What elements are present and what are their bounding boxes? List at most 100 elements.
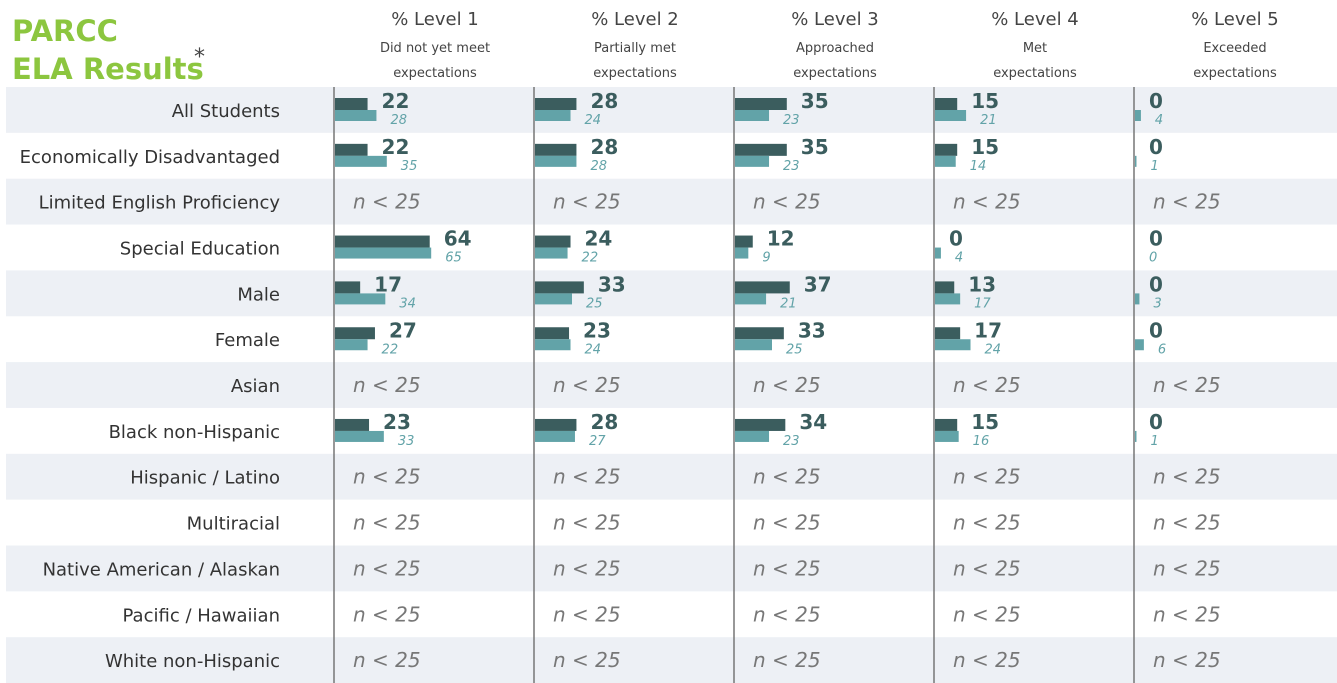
- bar: [335, 327, 375, 340]
- value-label: 0: [1149, 410, 1163, 434]
- compare-label: 28: [390, 113, 407, 128]
- compare-bar: [1135, 339, 1144, 351]
- title-line2: ELA Results: [12, 52, 204, 86]
- compare-bar: [735, 293, 767, 305]
- column-desc: Approached: [796, 41, 874, 56]
- n-note: n < 25: [553, 648, 621, 672]
- title-line1: PARCC: [12, 14, 118, 48]
- value-label: 0: [1149, 272, 1163, 296]
- n-note: n < 25: [353, 648, 421, 672]
- value-label: 15: [971, 135, 999, 159]
- value-label: 28: [590, 89, 618, 113]
- row-label: Multiracial: [187, 514, 280, 535]
- n-note: n < 25: [353, 465, 421, 489]
- compare-bar: [1135, 430, 1137, 442]
- compare-bar: [335, 110, 377, 121]
- n-note: n < 25: [1153, 602, 1221, 626]
- row-label: Black non-Hispanic: [109, 422, 280, 443]
- value-label: 15: [971, 410, 999, 434]
- n-note: n < 25: [953, 465, 1021, 489]
- column-level: % Level 2: [591, 9, 679, 30]
- value-label: 35: [801, 135, 829, 159]
- row-label: Hispanic / Latino: [130, 468, 280, 489]
- compare-label: 21: [780, 296, 797, 311]
- compare-bar: [935, 339, 971, 351]
- compare-label: 27: [589, 434, 606, 449]
- n-note: n < 25: [1153, 190, 1221, 214]
- bar: [735, 281, 790, 294]
- column-desc: expectations: [393, 66, 477, 81]
- compare-bar: [735, 155, 770, 167]
- n-note: n < 25: [1153, 373, 1221, 397]
- value-label: 0: [1149, 135, 1163, 159]
- n-note: n < 25: [753, 511, 821, 535]
- bar: [935, 418, 958, 431]
- column-desc: expectations: [993, 66, 1077, 81]
- column-desc: Met: [1023, 41, 1047, 56]
- compare-label: 24: [585, 113, 602, 128]
- n-note: n < 25: [953, 556, 1021, 580]
- bar: [735, 327, 784, 340]
- compare-label: 28: [590, 159, 607, 174]
- n-note: n < 25: [753, 373, 821, 397]
- value-label: 0: [1149, 89, 1163, 113]
- value-label: 13: [968, 272, 996, 296]
- value-label: 28: [590, 410, 618, 434]
- value-label: 23: [383, 410, 411, 434]
- compare-bar: [535, 339, 571, 351]
- value-label: 27: [389, 318, 417, 342]
- row-stripe: [6, 178, 1337, 225]
- column-level: % Level 3: [791, 9, 879, 30]
- bar: [735, 418, 786, 431]
- compare-label: 1: [1150, 159, 1158, 174]
- row-label: Female: [215, 330, 280, 351]
- n-note: n < 25: [553, 465, 621, 489]
- n-note: n < 25: [953, 648, 1021, 672]
- compare-bar: [1135, 293, 1140, 305]
- value-label: 17: [974, 318, 1002, 342]
- row-label: Pacific / Hawaiian: [123, 605, 280, 626]
- n-note: n < 25: [753, 602, 821, 626]
- compare-bar: [735, 430, 770, 442]
- compare-bar: [535, 293, 572, 305]
- bar: [335, 98, 368, 110]
- n-note: n < 25: [553, 190, 621, 214]
- row-stripe: [6, 453, 1337, 500]
- compare-label: 17: [974, 296, 991, 311]
- n-note: n < 25: [1153, 648, 1221, 672]
- compare-label: 3: [1153, 296, 1161, 311]
- n-note: n < 25: [353, 556, 421, 580]
- bar: [735, 98, 787, 110]
- compare-label: 25: [586, 296, 603, 311]
- compare-label: 34: [399, 296, 416, 311]
- value-label: 33: [598, 272, 626, 296]
- n-note: n < 25: [753, 556, 821, 580]
- bar: [335, 143, 368, 156]
- row-label: All Students: [172, 101, 280, 122]
- n-note: n < 25: [753, 465, 821, 489]
- compare-bar: [935, 110, 967, 121]
- compare-label: 4: [955, 251, 963, 266]
- bar: [335, 418, 370, 431]
- row-stripe: [6, 545, 1337, 592]
- bar: [935, 98, 958, 110]
- compare-bar: [335, 155, 387, 167]
- compare-label: 35: [401, 159, 418, 174]
- compare-bar: [335, 293, 386, 305]
- row-stripe: [6, 362, 1337, 408]
- compare-bar: [535, 110, 571, 121]
- bar: [935, 281, 955, 294]
- bar: [535, 143, 577, 156]
- value-label: 64: [444, 227, 472, 251]
- compare-label: 4: [1155, 113, 1163, 128]
- n-note: n < 25: [553, 602, 621, 626]
- n-note: n < 25: [353, 373, 421, 397]
- bar: [535, 235, 571, 248]
- compare-label: 33: [398, 434, 415, 449]
- row-stripe: [6, 87, 1337, 133]
- row-label: Economically Disadvantaged: [20, 147, 280, 168]
- n-note: n < 25: [553, 373, 621, 397]
- compare-label: 1: [1150, 434, 1158, 449]
- bar: [535, 327, 570, 340]
- compare-label: 0: [1149, 251, 1157, 266]
